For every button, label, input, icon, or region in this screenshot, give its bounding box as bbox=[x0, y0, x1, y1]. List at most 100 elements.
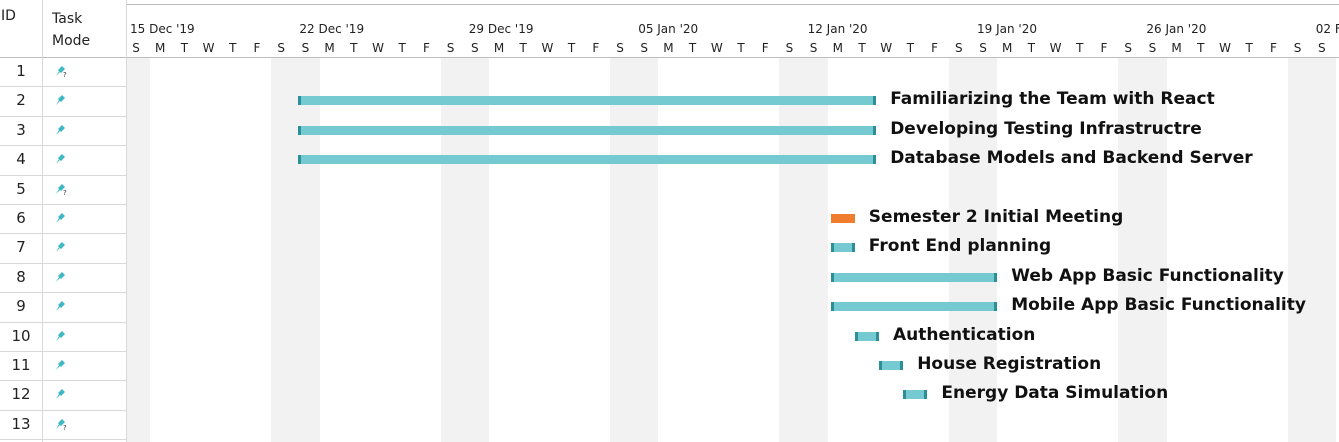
timescale-day-label: M bbox=[155, 41, 166, 55]
row-divider bbox=[0, 86, 126, 88]
task-bar-end-cap bbox=[994, 272, 998, 282]
timescale-day-label: F bbox=[253, 41, 261, 55]
row-divider bbox=[0, 262, 126, 264]
row-id-cell[interactable]: 4 bbox=[16, 150, 26, 169]
weekend-column bbox=[1118, 57, 1143, 442]
task-bar[interactable] bbox=[830, 214, 855, 223]
timescale-day-label: S bbox=[1124, 41, 1132, 55]
row-id-cell[interactable]: 9 bbox=[16, 297, 26, 316]
column-divider bbox=[126, 0, 127, 442]
timescale-day-label: T bbox=[229, 41, 237, 55]
row-id-cell[interactable]: 12 bbox=[11, 385, 31, 404]
task-bar[interactable] bbox=[830, 243, 855, 253]
task-bar-start-cap bbox=[830, 243, 834, 253]
timescale-day-label: F bbox=[592, 41, 600, 55]
task-name-label: House Registration bbox=[917, 354, 1102, 374]
weekend-column bbox=[271, 57, 296, 442]
timescale-day-label: S bbox=[132, 41, 140, 55]
timescale-day-label: S bbox=[1293, 41, 1302, 55]
row-id-cell[interactable]: 2 bbox=[16, 91, 26, 110]
timescale-week-label: 12 Jan '20 bbox=[807, 22, 868, 36]
task-bar-start-cap bbox=[298, 125, 302, 135]
row-divider bbox=[0, 409, 126, 411]
task-name-label: Database Models and Backend Server bbox=[890, 148, 1253, 169]
task-bar[interactable] bbox=[879, 361, 904, 370]
timescale-day-label: S bbox=[640, 41, 648, 55]
row-divider bbox=[0, 292, 126, 294]
timescale-day-label: T bbox=[1197, 41, 1205, 55]
row-divider bbox=[0, 351, 126, 352]
timescale-day-label: T bbox=[180, 41, 189, 55]
timescale-day-label: S bbox=[979, 41, 987, 55]
timescale-day-label: M bbox=[1002, 41, 1013, 55]
row-id-cell[interactable]: 10 bbox=[11, 326, 31, 345]
manual-task-icon bbox=[53, 92, 69, 106]
task-bar-start-cap bbox=[298, 155, 302, 165]
manual-task-icon bbox=[53, 328, 69, 342]
task-bar-end-cap bbox=[851, 243, 855, 253]
manual-task-icon bbox=[53, 210, 69, 224]
task-bar[interactable] bbox=[903, 390, 928, 400]
weekend-column bbox=[1142, 57, 1167, 442]
row-id-cell[interactable]: 11 bbox=[11, 356, 31, 374]
timescale-day-label: F bbox=[761, 41, 769, 55]
weekend-column bbox=[464, 57, 489, 442]
task-name-label: Familiarizing the Team with React bbox=[890, 89, 1215, 110]
weekend-column bbox=[948, 57, 973, 442]
task-bar[interactable] bbox=[298, 125, 877, 135]
task-bar[interactable] bbox=[830, 302, 998, 312]
row-id-cell[interactable]: 6 bbox=[16, 209, 26, 227]
id-column-header[interactable]: ID bbox=[1, 8, 16, 24]
manual-task-icon bbox=[53, 151, 69, 165]
manual-unscheduled-task-icon: ? bbox=[53, 181, 69, 197]
svg-text:?: ? bbox=[63, 424, 67, 431]
task-bar-end-cap bbox=[873, 155, 877, 165]
task-mode-header-line2: Mode bbox=[52, 33, 91, 49]
timescale-day-label: T bbox=[567, 41, 576, 55]
header-rule bbox=[126, 4, 1339, 5]
task-bar-start-cap bbox=[298, 96, 302, 106]
timescale-week-label: 15 Dec '19 bbox=[130, 22, 195, 36]
timescale-day-label: S bbox=[809, 41, 818, 55]
task-bar-end-cap bbox=[900, 361, 904, 370]
row-divider bbox=[0, 204, 126, 205]
row-id-cell[interactable]: 1 bbox=[16, 62, 26, 80]
row-id-cell[interactable]: 7 bbox=[16, 238, 26, 257]
row-id-cell[interactable]: 13 bbox=[11, 414, 31, 433]
row-id-cell[interactable]: 5 bbox=[16, 179, 26, 198]
task-bar-end-cap bbox=[924, 390, 928, 400]
row-divider bbox=[0, 174, 126, 176]
task-name-label: Front End planning bbox=[868, 236, 1052, 257]
row-divider bbox=[0, 145, 126, 147]
task-bar[interactable] bbox=[830, 272, 998, 282]
timescale-day-label: W bbox=[880, 41, 893, 55]
task-mode-column-header[interactable]: Task Mode bbox=[52, 8, 112, 52]
timescale-day-label: T bbox=[688, 41, 697, 55]
task-name-label: Semester 2 Initial Meeting bbox=[868, 207, 1124, 227]
svg-text:?: ? bbox=[63, 71, 67, 78]
task-bar[interactable] bbox=[298, 155, 877, 165]
row-id-cell[interactable]: 8 bbox=[16, 267, 26, 286]
timescale-day-label: M bbox=[493, 41, 505, 55]
task-name-label: Web App Basic Functionality bbox=[1011, 265, 1284, 286]
timescale-day-label: M bbox=[1171, 41, 1182, 55]
column-divider bbox=[42, 0, 43, 442]
timescale-day-label: W bbox=[710, 41, 723, 55]
timescale-day-label: S bbox=[954, 41, 963, 55]
weekend-column bbox=[610, 57, 635, 442]
timescale-day-label: M bbox=[324, 41, 335, 55]
timescale-day-label: S bbox=[1148, 41, 1157, 55]
row-divider bbox=[0, 233, 126, 235]
manual-task-icon bbox=[53, 298, 69, 312]
task-name-label: Authentication bbox=[893, 324, 1036, 345]
manual-task-icon bbox=[53, 269, 69, 283]
task-bar[interactable] bbox=[855, 331, 879, 341]
timescale-day-label: M bbox=[663, 41, 674, 55]
timescale-week-label: 05 Jan '20 bbox=[638, 22, 699, 36]
task-bar[interactable] bbox=[298, 96, 877, 106]
timescale-day-label: T bbox=[858, 41, 866, 55]
row-id-cell[interactable]: 3 bbox=[16, 120, 26, 139]
task-bar-start-cap bbox=[830, 302, 834, 312]
row-divider bbox=[0, 321, 126, 323]
